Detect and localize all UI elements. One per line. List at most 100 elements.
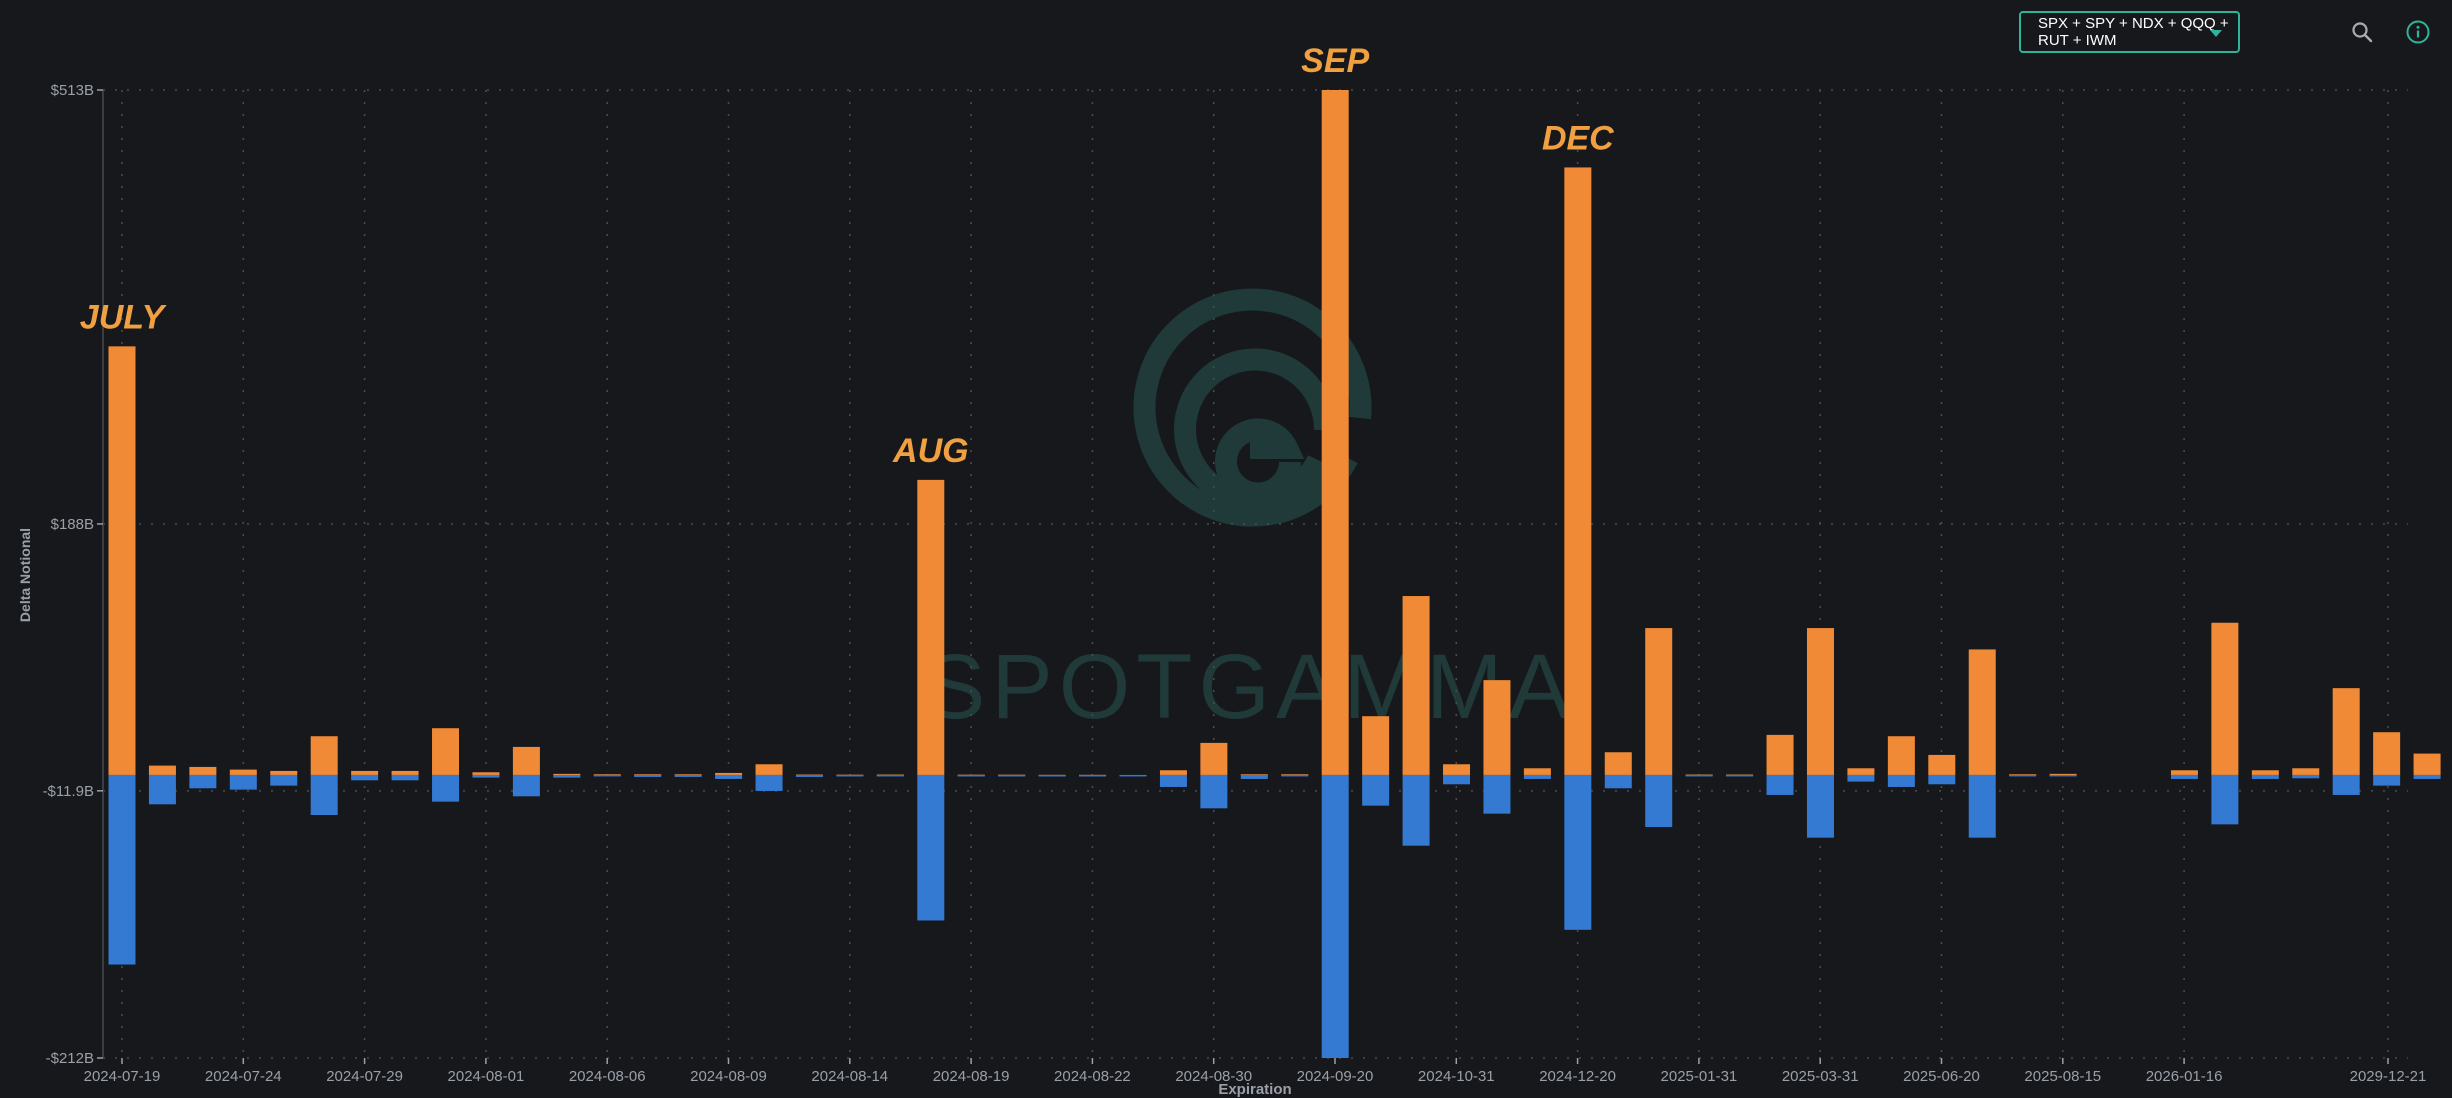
bar-negative[interactable] [1240,774,1268,779]
bar-positive[interactable] [148,765,176,775]
bar-positive[interactable] [1523,768,1551,775]
bar-positive[interactable] [351,770,379,775]
bar-negative[interactable] [1159,774,1187,787]
bar-negative[interactable] [270,774,298,786]
bar-negative[interactable] [512,774,540,797]
bar-negative[interactable] [1079,774,1107,777]
bar-negative[interactable] [593,774,621,777]
bar-negative[interactable] [351,774,379,781]
bar-positive[interactable] [917,479,945,775]
bar-negative[interactable] [674,774,702,777]
bar-negative[interactable] [391,774,419,781]
bar-positive[interactable] [391,770,419,775]
bar-negative[interactable] [634,774,662,777]
bar-negative[interactable] [1119,774,1147,777]
bar-positive[interactable] [270,770,298,775]
bar-positive[interactable] [1443,764,1471,775]
bar-positive[interactable] [432,728,460,775]
bar-negative[interactable] [1564,774,1592,930]
bar-negative[interactable] [998,774,1026,777]
bar-negative[interactable] [1038,774,1066,777]
bar-positive[interactable] [512,746,540,775]
bar-negative[interactable] [836,774,864,777]
bar-positive[interactable] [108,346,136,775]
bar-negative[interactable] [876,774,904,777]
bar-positive[interactable] [2251,770,2279,775]
bar-negative[interactable] [1483,774,1511,814]
bar-negative[interactable] [432,774,460,802]
bar-positive[interactable] [2332,688,2360,775]
bar-negative[interactable] [1362,774,1390,806]
bar-positive[interactable] [1847,768,1875,775]
bar-negative[interactable] [2373,774,2401,786]
bar-negative[interactable] [1968,774,1996,838]
bar-negative[interactable] [1281,774,1309,777]
bar-positive[interactable] [755,764,783,775]
bar-negative[interactable] [472,774,500,778]
bar-negative[interactable] [1443,774,1471,785]
bar-positive[interactable] [1321,90,1349,775]
bar-negative[interactable] [1200,774,1228,809]
bar-positive[interactable] [715,772,743,775]
bar-negative[interactable] [2292,774,2320,779]
bar-negative[interactable] [1604,774,1632,789]
bar-negative[interactable] [1887,774,1915,787]
bar-positive[interactable] [1483,680,1511,775]
x-tick-label: 2024-08-06 [569,1068,646,1085]
bar-positive[interactable] [2292,768,2320,775]
bar-negative[interactable] [2413,774,2441,779]
bar-positive[interactable] [1645,628,1673,775]
bar-negative[interactable] [1766,774,1794,795]
bar-negative[interactable] [1321,774,1349,1058]
bar-positive[interactable] [2049,773,2077,776]
bar-positive[interactable] [2211,622,2239,775]
symbol-select[interactable]: SPX + SPY + NDX + QQQ + RUT + IWM [2019,11,2240,53]
bar-positive[interactable] [1887,736,1915,775]
bar-positive[interactable] [1766,734,1794,775]
bar-positive[interactable] [1402,596,1430,775]
bar-negative[interactable] [553,774,581,778]
bar-positive[interactable] [1604,752,1632,775]
bar-negative[interactable] [189,774,217,789]
info-icon[interactable] [2405,19,2431,45]
bar-negative[interactable] [957,774,985,777]
bar-negative[interactable] [1685,774,1713,777]
bar-negative[interactable] [1847,774,1875,782]
bar-negative[interactable] [2332,774,2360,795]
bar-negative[interactable] [1402,774,1430,846]
bar-positive[interactable] [229,769,257,775]
bar-positive[interactable] [2373,732,2401,775]
bar-negative[interactable] [1928,774,1956,785]
bar-positive[interactable] [2413,753,2441,775]
bar-positive[interactable] [1362,716,1390,775]
bar-negative[interactable] [310,774,338,815]
bar-positive[interactable] [310,736,338,775]
bar-positive[interactable] [1200,742,1228,775]
bar-negative[interactable] [1726,774,1754,777]
bar-positive[interactable] [1564,167,1592,775]
search-icon[interactable] [2350,20,2374,44]
bar-negative[interactable] [755,774,783,791]
bar-positive[interactable] [2170,770,2198,775]
bar-positive[interactable] [1968,649,1996,775]
bar-negative[interactable] [2211,774,2239,825]
bar-negative[interactable] [715,774,743,779]
bar-negative[interactable] [1806,774,1834,838]
bar-positive[interactable] [553,773,581,776]
bar-positive[interactable] [189,766,217,775]
bar-negative[interactable] [148,774,176,805]
bar-negative[interactable] [1523,774,1551,779]
bar-negative[interactable] [2170,774,2198,779]
bar-negative[interactable] [2049,774,2077,777]
bar-negative[interactable] [917,774,945,921]
bar-negative[interactable] [229,774,257,790]
bar-positive[interactable] [1159,770,1187,775]
bar-negative[interactable] [2251,774,2279,779]
bar-positive[interactable] [1806,628,1834,775]
bar-negative[interactable] [2009,774,2037,777]
bar-negative[interactable] [795,774,823,777]
bar-negative[interactable] [108,774,136,965]
bar-positive[interactable] [1928,754,1956,775]
bar-positive[interactable] [472,772,500,775]
bar-negative[interactable] [1645,774,1673,828]
